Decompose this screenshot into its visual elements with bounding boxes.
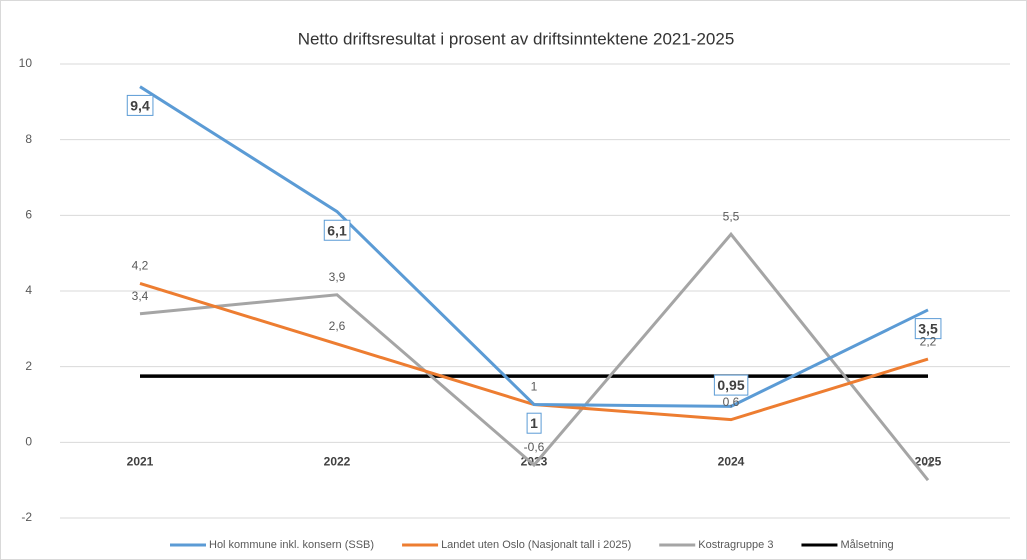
data-label: 6,1 [327,222,347,238]
data-label: -1 [923,455,934,469]
chart-title: Netto driftsresultat i prosent av drifts… [298,29,735,48]
x-tick-label: 2022 [324,455,351,469]
y-tick-label: -2 [21,510,32,524]
y-tick-label: 6 [25,208,32,222]
data-label-box: 0,95 [713,374,749,396]
legend-label: Målsetning [840,539,893,551]
y-tick-label: 0 [25,435,32,449]
data-label: 3,5 [918,321,938,337]
x-tick-label: 2024 [718,455,745,469]
data-label-frame [713,374,749,396]
data-label: 3,4 [132,289,149,303]
legend-label: Kostragruppe 3 [698,539,773,551]
legend-label: Hol kommune inkl. konsern (SSB) [209,539,374,551]
data-label: 1 [531,380,538,394]
data-label: 3,9 [329,270,346,284]
y-tick-label: 4 [25,283,32,297]
y-tick-label: 10 [19,56,33,70]
data-label: 0,95 [717,377,744,393]
x-tick-label: 2021 [127,455,154,469]
data-label-frame [323,219,351,241]
data-label-box: 1 [526,412,542,434]
series-line [139,85,929,408]
data-label-box: 3,5 [914,318,942,340]
data-label: 0,6 [723,395,740,409]
legend-label: Landet uten Oslo (Nasjonalt tall i 2025) [441,539,631,551]
data-label: 2,2 [920,334,937,348]
y-tick-label: 2 [25,359,32,373]
data-label: 4,2 [132,259,149,273]
y-tick-label: 8 [25,132,32,146]
data-label-frame [914,318,942,340]
data-label: 2,6 [329,319,346,333]
data-label: 1 [530,415,538,431]
data-label: -0,6 [524,440,545,454]
data-label: 9,4 [130,97,150,113]
data-label-frame [526,412,542,434]
data-label-box: 6,1 [323,219,351,241]
data-label-box: 9,4 [126,94,154,116]
x-tick-label: 2025 [915,455,942,469]
data-label: 5,5 [723,209,740,223]
data-label-frame [126,94,154,116]
series-line [139,231,930,482]
